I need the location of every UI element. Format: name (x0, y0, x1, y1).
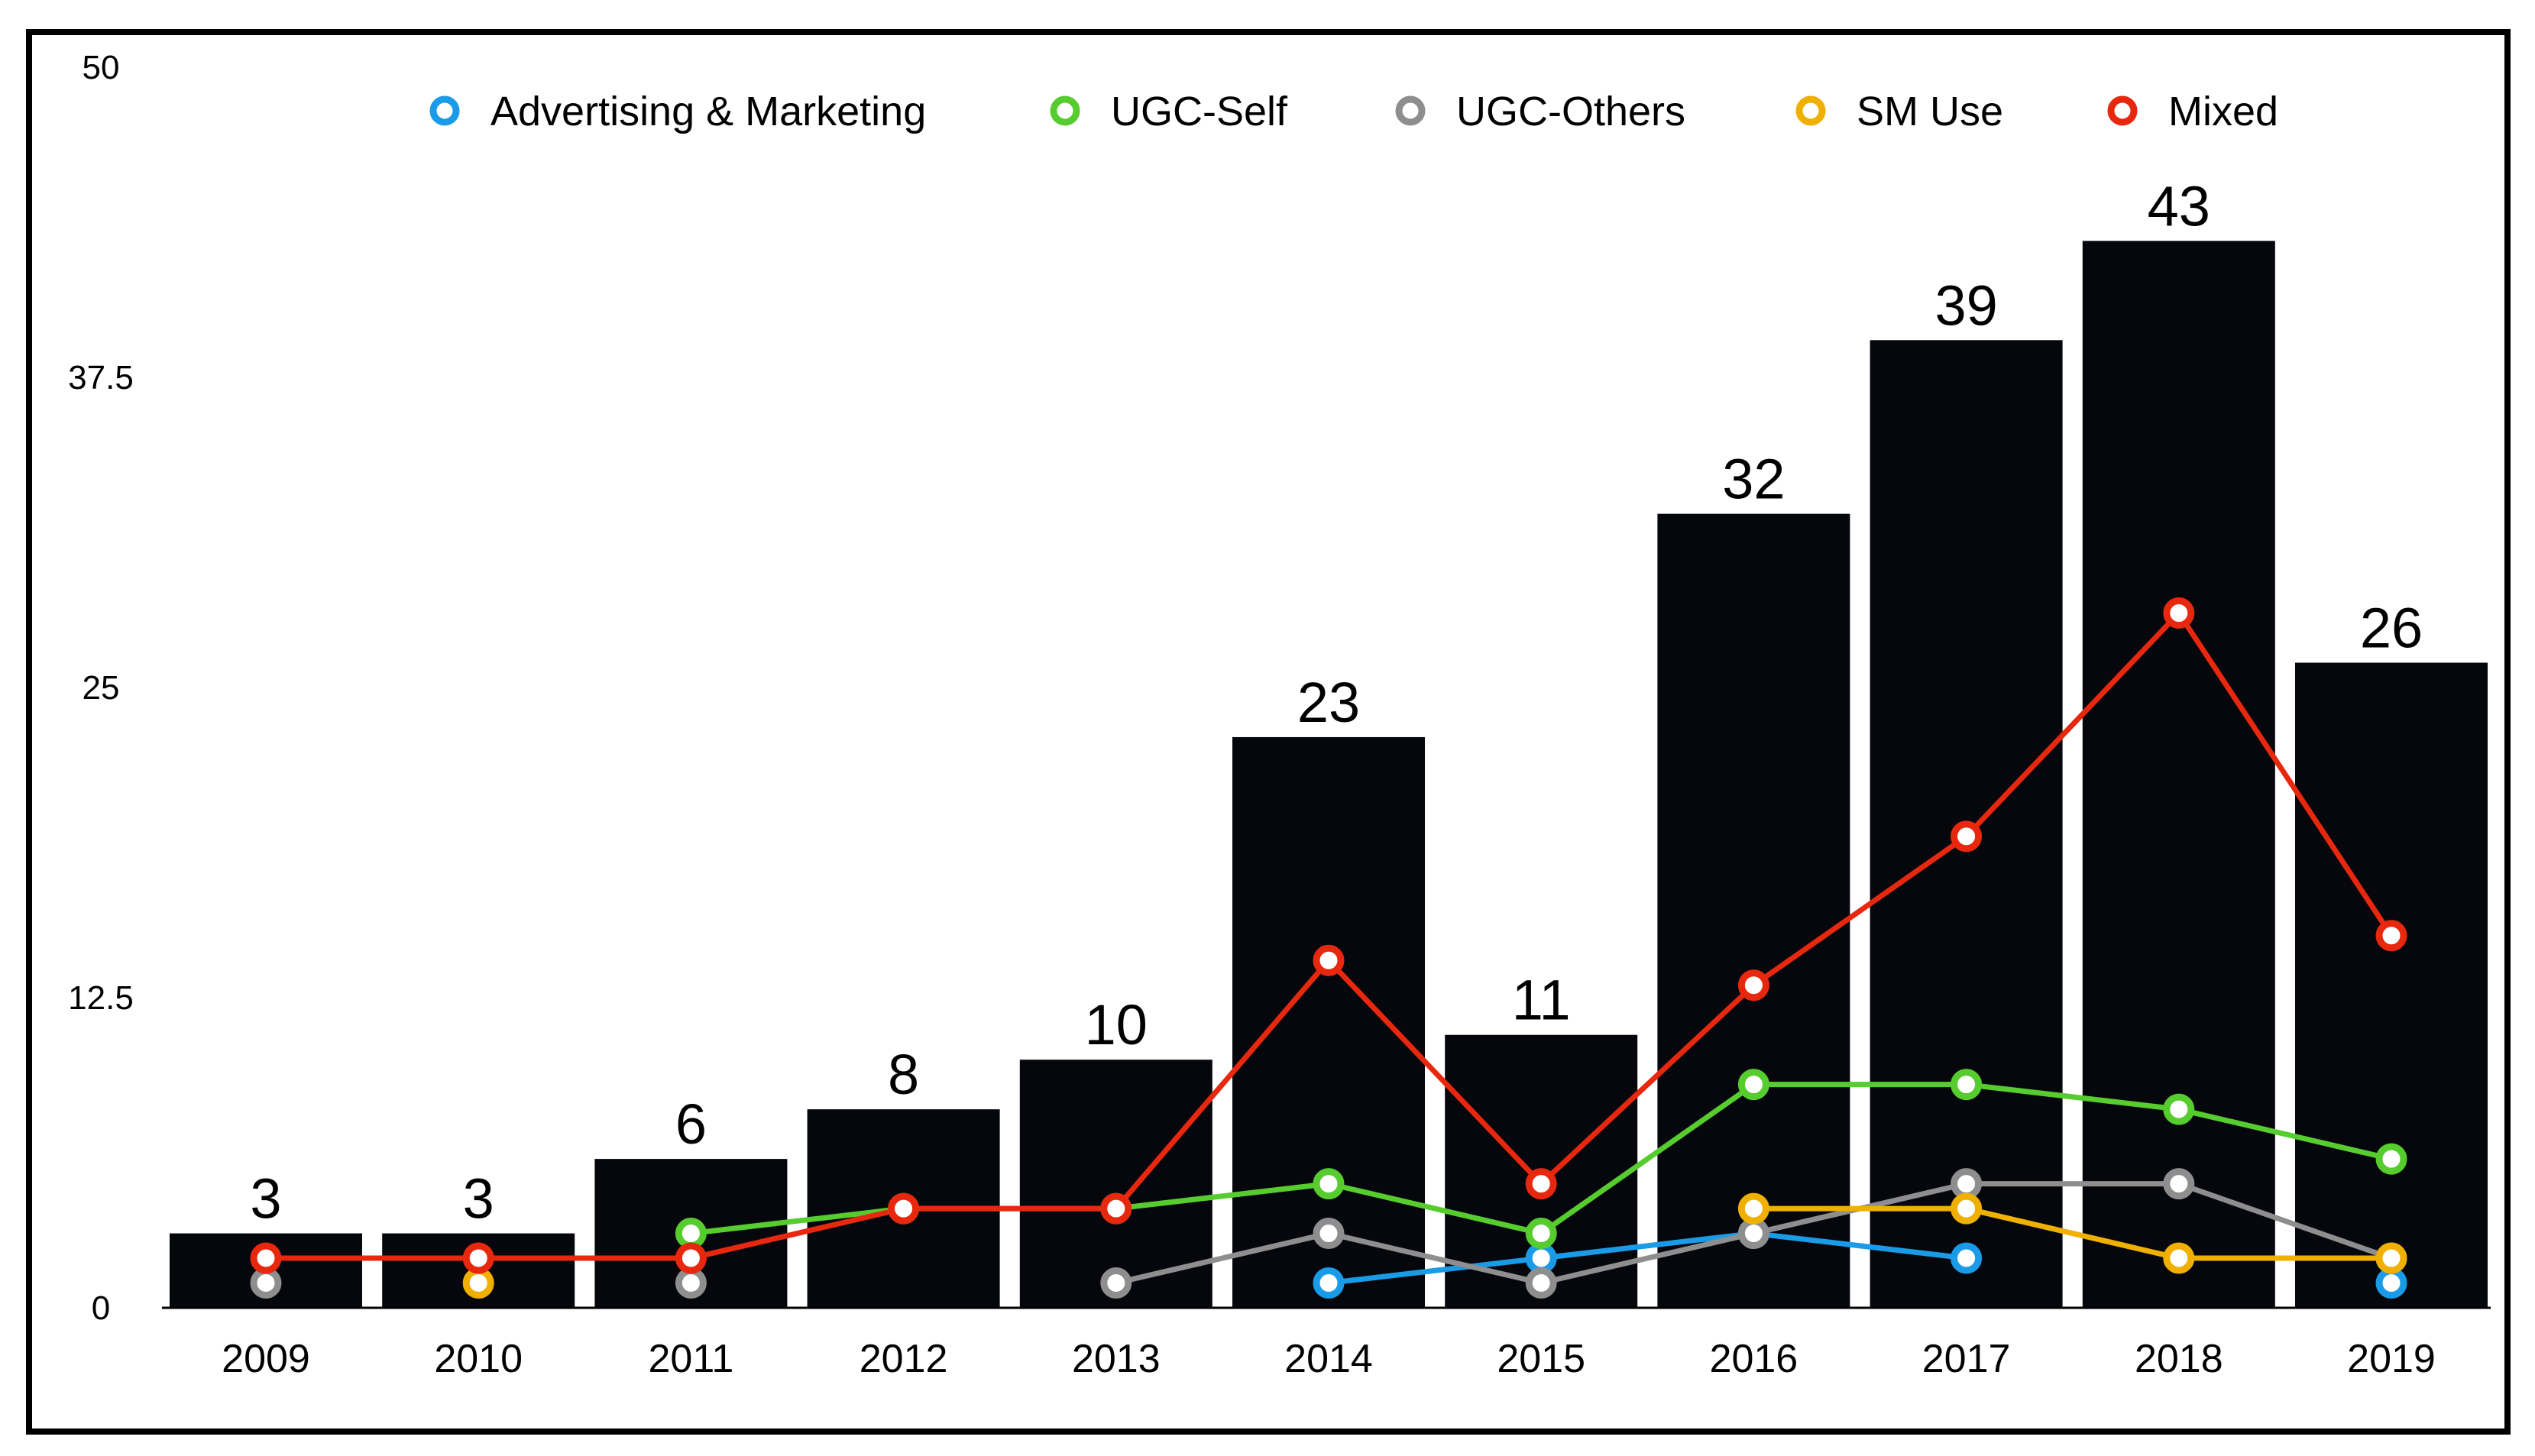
point-mixed-2017 (1951, 820, 1983, 853)
point-mixed-2009 (250, 1242, 282, 1274)
y-tick-label: 50 (83, 49, 120, 86)
legend-label-mixed: Mixed (2168, 89, 2278, 134)
x-tick-label-2018: 2018 (2135, 1337, 2223, 1381)
point-mixed-2018 (2163, 597, 2195, 629)
bar-label-2013: 10 (1085, 993, 1148, 1056)
point-mixed-2011 (675, 1242, 707, 1274)
point-ugc-others-2009 (250, 1267, 282, 1299)
legend-marker-ugc-others (1395, 95, 1426, 126)
x-tick-label-2011: 2011 (648, 1337, 733, 1381)
x-tick-label-2009: 2009 (222, 1337, 310, 1381)
markers-group (250, 597, 2407, 1299)
y-tick-label: 37.5 (68, 359, 134, 396)
point-ugc-others-2013 (1100, 1267, 1132, 1299)
x-tick-label-2019: 2019 (2347, 1337, 2436, 1381)
point-ugc-self-2011 (675, 1218, 707, 1250)
legend-marker-sm-use (1795, 95, 1826, 126)
bar-label-2010: 3 (463, 1167, 494, 1231)
point-mixed-2016 (1737, 969, 1769, 1001)
point-mixed-2013 (1100, 1192, 1132, 1225)
legend-marker-ugc-self (1050, 95, 1080, 126)
bar-2016 (1657, 513, 1850, 1308)
x-tick-label-2017: 2017 (1922, 1337, 2011, 1381)
bar-2018 (2082, 241, 2275, 1308)
legend-label-sm-use: SM Use (1857, 89, 2003, 134)
point-ugc-self-2017 (1951, 1069, 1983, 1101)
point-advertising-and-marketing-2017 (1951, 1242, 1983, 1274)
series-line-sm-use-1 (1753, 1205, 2391, 1261)
point-ugc-self-2016 (1737, 1069, 1769, 1101)
bar-label-2015: 11 (1512, 969, 1571, 1032)
y-axis-ticks: 0 12.5 25 37.5 50 (68, 49, 134, 1327)
legend-label-advertising-and-marketing: Advertising & Marketing (490, 89, 926, 134)
y-tick-label: 25 (83, 669, 120, 707)
bar-2014 (1232, 736, 1425, 1308)
legend-item-mixed: Mixed (2107, 89, 2278, 134)
x-tick-label-2010: 2010 (434, 1337, 523, 1381)
legend-marker-mixed (2107, 95, 2138, 126)
x-tick-label-2012: 2012 (860, 1337, 948, 1381)
bar-label-2011: 6 (675, 1092, 707, 1156)
point-mixed-2019 (2375, 920, 2407, 952)
point-advertising-and-marketing-2015 (1525, 1242, 1557, 1274)
point-ugc-others-2011 (675, 1267, 707, 1299)
legend-item-advertising-and-marketing: Advertising & Marketing (429, 89, 926, 134)
x-tick-label-2016: 2016 (1710, 1337, 1798, 1381)
bar-2019 (2295, 662, 2488, 1308)
point-advertising-and-marketing-2014 (1313, 1267, 1345, 1299)
point-ugc-others-2014 (1313, 1218, 1345, 1250)
legend-item-ugc-self: UGC-Self (1050, 89, 1288, 134)
point-ugc-others-2015 (1525, 1267, 1557, 1299)
legend-label-ugc-others: UGC-Others (1456, 89, 1685, 134)
point-mixed-2010 (462, 1242, 494, 1274)
legend-label-ugc-self: UGC-Self (1111, 89, 1288, 134)
legend-item-ugc-others: UGC-Others (1395, 89, 1685, 134)
x-axis-ticks: 2009 2010 2011 2012 2013 2014 2015 2016 2017 2018… (222, 1337, 2436, 1381)
point-sm-use-2010 (462, 1267, 494, 1299)
legend: Advertising & Marketing UGC-Self UGC-Other… (429, 89, 2278, 134)
point-advertising-and-marketing-2019 (2375, 1267, 2407, 1299)
point-mixed-2015 (1525, 1168, 1557, 1200)
bar-label-2018: 43 (2148, 174, 2210, 238)
legend-marker-advertising-and-marketing (429, 95, 460, 126)
point-ugc-others-2017 (1951, 1168, 1983, 1200)
point-ugc-others-2018 (2163, 1168, 2195, 1200)
bar-label-2014: 23 (1297, 671, 1360, 734)
series-line-advertising-and-marketing-0 (1328, 1231, 1967, 1286)
y-tick-label: 12.5 (68, 979, 134, 1017)
bar-label-2012: 8 (888, 1043, 919, 1106)
bar-label-2019: 26 (2360, 597, 2423, 660)
bar-labels-group: 3 3 6 8 10 23 11 32 39 43 26 (250, 174, 2423, 1230)
bar-label-2009: 3 (250, 1167, 281, 1231)
point-mixed-2014 (1313, 944, 1345, 976)
chart-frame (26, 29, 2511, 1435)
point-sm-use-2017 (1951, 1192, 1983, 1225)
point-sm-use-2016 (1737, 1192, 1769, 1225)
bars-group (170, 241, 2488, 1308)
x-tick-label-2013: 2013 (1072, 1337, 1161, 1381)
legend-item-sm-use: SM Use (1795, 89, 2003, 134)
x-tick-label-2015: 2015 (1497, 1337, 1585, 1381)
point-mixed-2012 (888, 1192, 920, 1225)
x-tick-label-2014: 2014 (1284, 1337, 1373, 1381)
point-sm-use-2018 (2163, 1242, 2195, 1274)
point-ugc-self-2019 (2375, 1143, 2407, 1175)
y-tick-label: 0 (92, 1289, 110, 1327)
point-ugc-self-2015 (1525, 1218, 1557, 1250)
point-sm-use-2019 (2375, 1242, 2407, 1274)
bar-label-2016: 32 (1722, 448, 1785, 511)
bar-label-2017: 39 (1934, 273, 1997, 337)
point-ugc-self-2018 (2163, 1093, 2195, 1125)
point-ugc-self-2014 (1313, 1168, 1345, 1200)
point-ugc-others-2016 (1737, 1218, 1769, 1250)
